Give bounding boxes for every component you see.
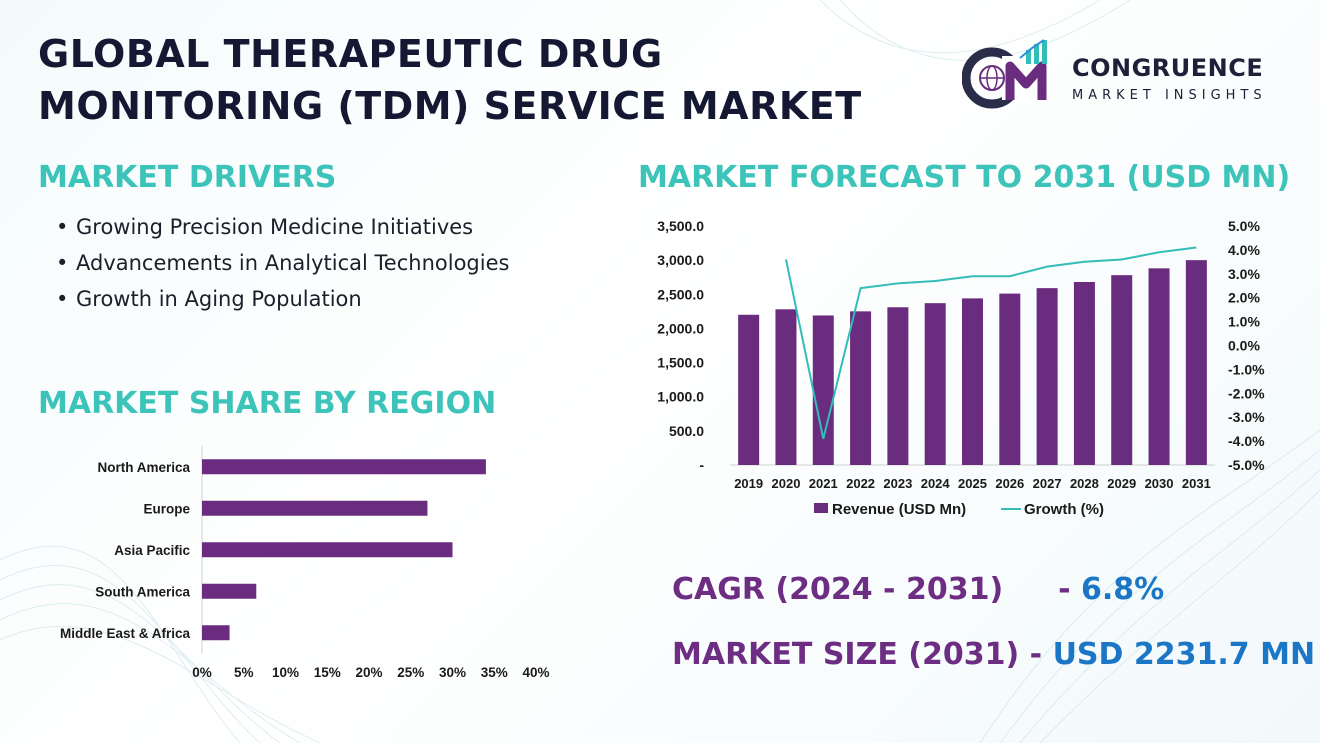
y-left-tick-label: 2,000.0 [657, 320, 704, 336]
cm-globe-bars-icon [961, 39, 1047, 109]
cagr-label: CAGR (2024 - 2031) [672, 572, 1004, 607]
revenue-bar [924, 303, 946, 465]
market-size-value: USD 2231.7 MN [1052, 637, 1316, 672]
y-right-tick-label: 2.0% [1228, 290, 1260, 306]
y-right-tick-label: -2.0% [1228, 385, 1265, 401]
driver-item: • Growing Precision Medicine Initiatives [56, 215, 474, 239]
region-bar [202, 500, 428, 516]
region-bar [202, 583, 257, 599]
legend-growth-label: Growth (%) [1024, 501, 1104, 518]
region-bar [202, 459, 486, 475]
x-tick-label: 15% [314, 665, 341, 680]
region-chart: North America Europe Asia Pacific South Ame… [60, 446, 550, 680]
legend-revenue-swatch [814, 503, 828, 513]
x-tick-label: 2028 [1070, 476, 1099, 491]
y-right-tick-label: 4.0% [1228, 242, 1260, 258]
region-bar [202, 542, 453, 558]
region-label: South America [95, 584, 190, 599]
driver-item-label: Growing Precision Medicine Initiatives [76, 215, 474, 239]
market-size-stat: MARKET SIZE (2031) - USD 2231.7 MN [672, 637, 1315, 672]
cagr-stat: CAGR (2024 - 2031) - 6.8% [672, 572, 1164, 607]
x-tick-label: 2031 [1182, 476, 1211, 491]
market-size-label: MARKET SIZE (2031) [672, 637, 1020, 672]
revenue-bar [1185, 260, 1207, 465]
x-tick-label: 2029 [1107, 476, 1136, 491]
driver-item-label: Growth in Aging Population [76, 287, 362, 311]
revenue-bar [850, 311, 872, 465]
y-right-tick-label: 0.0% [1228, 338, 1260, 354]
x-tick-label: 10% [272, 665, 299, 680]
region-heading: MARKET SHARE BY REGION [38, 386, 497, 421]
x-tick-label: 5% [234, 665, 254, 680]
revenue-bar [887, 307, 909, 465]
logo-tagline: MARKET INSIGHTS [1072, 88, 1267, 103]
legend-revenue-label: Revenue (USD Mn) [832, 501, 966, 518]
market-size-separator: - [1029, 637, 1043, 672]
x-tick-label: 2021 [809, 476, 838, 491]
revenue-bar [1111, 275, 1133, 465]
x-tick-label: 2027 [1033, 476, 1062, 491]
driver-item-label: Advancements in Analytical Technologies [76, 251, 510, 275]
cagr-value: 6.8% [1080, 572, 1165, 607]
x-tick-label: 40% [522, 665, 549, 680]
drivers-heading: MARKET DRIVERS [38, 160, 337, 195]
y-right-tick-label: -4.0% [1228, 433, 1265, 449]
region-bar [202, 625, 230, 641]
revenue-bar [775, 309, 797, 465]
revenue-bar [962, 298, 983, 465]
x-tick-label: 20% [355, 665, 382, 680]
region-label: Europe [143, 501, 190, 516]
x-tick-label: 2020 [772, 476, 801, 491]
x-tick-label: 2024 [921, 476, 951, 491]
x-tick-label: 2030 [1145, 476, 1174, 491]
revenue-bar [738, 314, 760, 465]
page-title: GLOBAL THERAPEUTIC DRUG MONITORING (TDM)… [38, 28, 862, 132]
company-logo: CONGRUENCE MARKET INSIGHTS [961, 36, 1292, 110]
revenue-bar [1148, 268, 1170, 465]
revenue-bar [999, 293, 1021, 465]
revenue-bar [812, 315, 834, 465]
forecast-chart: - 500.0 1,000.0 1,500.0 2,000.0 2,500.0 3,000.… [657, 218, 1265, 518]
region-label: North America [97, 460, 190, 475]
y-left-tick-label: 2,500.0 [657, 286, 704, 302]
y-left-tick-label: 500.0 [669, 423, 704, 439]
x-tick-label: 2023 [883, 476, 912, 491]
region-label: Asia Pacific [114, 543, 190, 558]
logo-name: CONGRUENCE [1072, 54, 1264, 82]
y-left-tick-label: - [699, 457, 704, 473]
x-tick-label: 30% [439, 665, 466, 680]
x-tick-label: 0% [192, 665, 212, 680]
x-tick-label: 2026 [995, 476, 1024, 491]
growth-line [785, 246, 1197, 439]
y-right-tick-label: -5.0% [1228, 457, 1265, 473]
revenue-bar [1073, 281, 1095, 465]
driver-item: • Growth in Aging Population [56, 287, 362, 311]
y-left-tick-label: 1,000.0 [657, 389, 704, 405]
x-tick-label: 35% [481, 665, 508, 680]
cagr-separator: - [1058, 572, 1071, 607]
y-left-tick-label: 1,500.0 [657, 355, 704, 371]
x-tick-label: 2022 [846, 476, 875, 491]
x-tick-label: 2025 [958, 476, 987, 491]
y-right-tick-label: -1.0% [1228, 361, 1265, 377]
region-label: Middle East & Africa [60, 626, 191, 641]
y-right-tick-label: 3.0% [1228, 266, 1260, 282]
title-line-2: MONITORING (TDM) SERVICE MARKET [38, 84, 862, 128]
y-right-tick-label: 5.0% [1228, 218, 1260, 234]
y-left-tick-label: 3,500.0 [657, 218, 704, 234]
y-left-tick-label: 3,000.0 [657, 252, 704, 268]
y-right-tick-label: -3.0% [1228, 409, 1265, 425]
x-tick-label: 2019 [734, 476, 763, 491]
title-line-1: GLOBAL THERAPEUTIC DRUG [38, 32, 663, 76]
drivers-list: • Growing Precision Medicine Initiatives … [56, 212, 509, 320]
forecast-heading: MARKET FORECAST TO 2031 (USD MN) [638, 160, 1291, 195]
x-tick-label: 25% [397, 665, 424, 680]
y-right-tick-label: 1.0% [1228, 314, 1260, 330]
driver-item: • Advancements in Analytical Technologies [56, 251, 510, 275]
revenue-bar [1036, 288, 1058, 465]
